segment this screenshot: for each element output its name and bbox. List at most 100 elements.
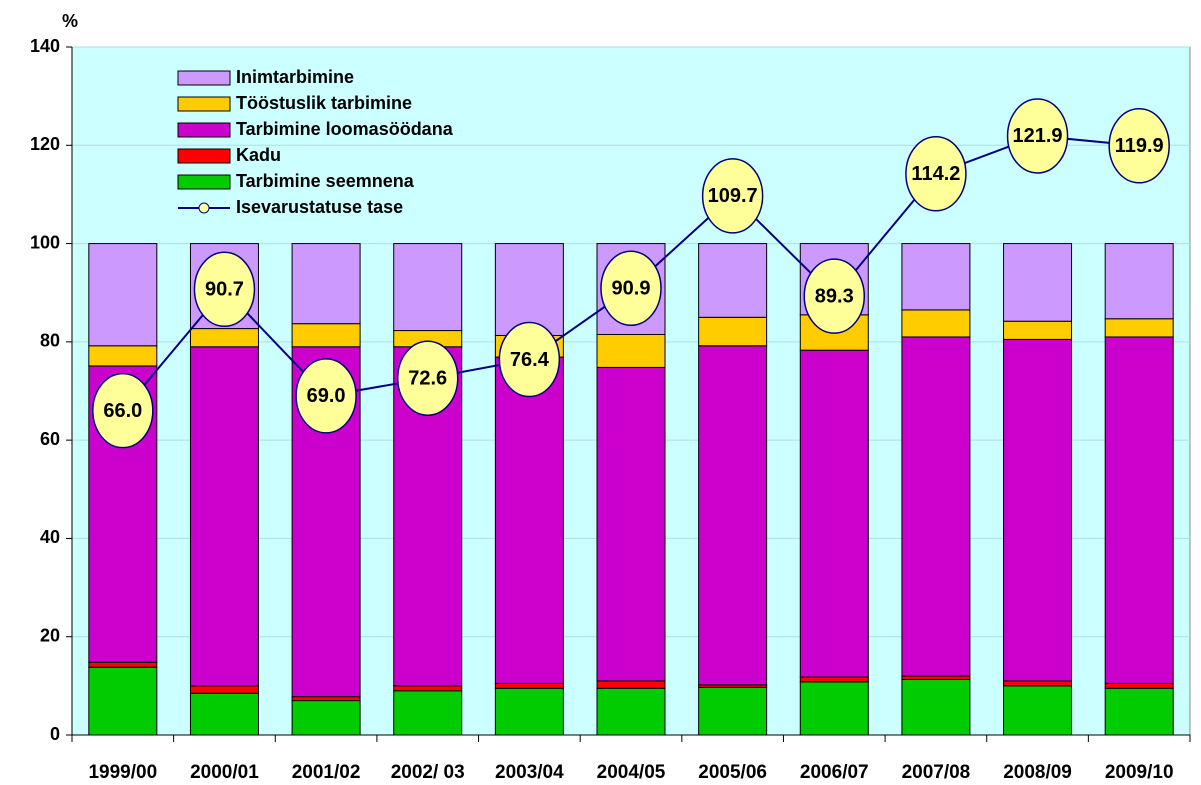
line-marker	[1006, 98, 1069, 174]
line-marker	[1108, 108, 1170, 184]
y-tick-label: 100	[30, 232, 60, 252]
legend-swatch	[177, 148, 231, 164]
line-marker	[803, 258, 866, 334]
y-axis-label: %	[62, 11, 78, 31]
bar-segment	[1003, 338, 1073, 682]
bar-segment	[1003, 320, 1073, 340]
bar-segment	[1104, 243, 1174, 320]
line-marker	[396, 340, 459, 416]
bar-segment	[1003, 685, 1073, 736]
bar-segment	[393, 690, 463, 736]
bar-segment	[189, 685, 259, 694]
bar-segment	[88, 345, 158, 367]
y-tick-label: 0	[50, 724, 60, 744]
data-label: 76.4	[510, 349, 550, 371]
bar-segment	[799, 681, 869, 736]
bar-segment	[901, 678, 971, 736]
line-marker	[498, 321, 561, 398]
bar-segment	[494, 243, 564, 336]
bar-segment	[189, 328, 259, 348]
legend-marker	[198, 202, 210, 214]
bar-segment	[799, 349, 869, 678]
bar-segment	[1104, 682, 1174, 689]
bar-segment	[291, 696, 361, 702]
data-label: 114.2	[911, 163, 960, 185]
data-label: 119.9	[1115, 135, 1164, 157]
bar-segment	[1104, 336, 1174, 684]
legend-swatch	[177, 174, 231, 190]
x-tick-label: 2009/10	[1105, 762, 1174, 783]
bar-segment	[1104, 318, 1174, 338]
data-label: 121.9	[1013, 125, 1063, 147]
bar-segment	[799, 676, 869, 683]
bar-segment	[494, 356, 564, 684]
data-label: 66.0	[103, 400, 142, 422]
bar-segment	[1003, 243, 1073, 322]
bar-segment	[698, 316, 768, 347]
bar-segment	[901, 336, 971, 677]
x-tick-label: 2006/07	[800, 762, 869, 783]
line-marker	[905, 136, 967, 212]
y-tick-label: 120	[30, 134, 60, 154]
legend-label: Isevarustatuse tase	[236, 197, 403, 217]
line-marker	[701, 158, 764, 234]
legend-label: Tarbimine loomasöödana	[236, 119, 454, 139]
bar-segment	[88, 661, 158, 668]
bar-segment	[189, 692, 259, 736]
x-tick-label: 2002/ 03	[391, 762, 465, 783]
x-tick-label: 2007/08	[902, 762, 971, 783]
legend-swatch	[177, 96, 231, 112]
data-label: 89.3	[815, 285, 854, 307]
bar-segment	[291, 323, 361, 348]
line-marker	[92, 372, 154, 449]
y-tick-label: 60	[40, 429, 60, 449]
bar-segment	[698, 345, 768, 686]
bar-segment	[88, 666, 158, 736]
y-tick-label: 20	[40, 625, 60, 645]
data-label: 72.6	[408, 368, 447, 390]
bar-segment	[494, 682, 564, 689]
y-tick-label: 140	[30, 36, 60, 56]
bar-segment	[901, 243, 971, 311]
legend-label: Tarbimine seemnena	[236, 171, 415, 191]
bar-segment	[291, 243, 361, 325]
bar-segment	[596, 333, 666, 368]
data-label: 109.7	[708, 185, 758, 207]
bar-segment	[596, 366, 666, 682]
legend-label: Inimtarbimine	[236, 67, 354, 87]
bar-segment	[88, 243, 158, 347]
bar-segment	[698, 686, 768, 736]
bar-segment	[291, 700, 361, 736]
bar-segment	[698, 243, 768, 318]
bar-segment	[596, 680, 666, 689]
bar-segment	[901, 675, 971, 680]
legend-label: Kadu	[236, 145, 281, 165]
legend-label: Tööstuslik tarbimine	[236, 93, 412, 113]
x-tick-label: 2005/06	[698, 762, 767, 783]
bar-segment	[189, 346, 259, 687]
line-marker	[295, 358, 357, 434]
data-label: 90.9	[612, 278, 651, 300]
x-tick-label: 1999/00	[88, 762, 157, 783]
line-marker	[193, 251, 256, 328]
bar-segment	[1104, 687, 1174, 736]
y-tick-label: 80	[40, 331, 60, 351]
legend-swatch	[177, 122, 231, 138]
x-tick-label: 2008/09	[1003, 762, 1072, 783]
bar-segment	[393, 685, 463, 692]
y-tick-label: 40	[40, 527, 60, 547]
x-tick-label: 2004/05	[597, 762, 666, 783]
data-label: 69.0	[307, 385, 346, 407]
x-tick-label: 2000/01	[190, 762, 259, 783]
bar-segment	[901, 309, 971, 338]
data-label: 90.7	[205, 279, 244, 301]
line-marker	[600, 250, 662, 327]
bar-segment	[1003, 680, 1073, 687]
x-tick-label: 2001/02	[292, 762, 361, 783]
bar-segment	[494, 687, 564, 736]
bar-segment	[596, 687, 666, 736]
bar-segment	[393, 243, 463, 332]
x-tick-label: 2003/04	[495, 762, 564, 783]
legend-swatch	[177, 70, 231, 86]
